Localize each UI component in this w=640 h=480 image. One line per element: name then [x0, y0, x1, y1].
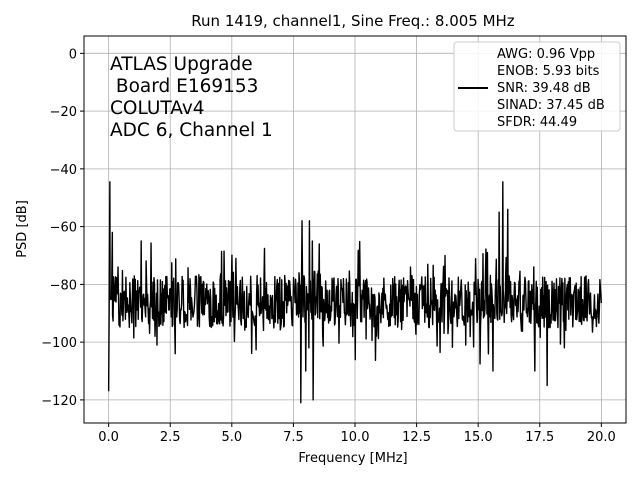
- chart-title: Run 1419, channel1, Sine Freq.: 8.005 MH…: [191, 12, 515, 30]
- legend-box: [453, 41, 621, 132]
- legend-entry: ENOB: 5.93 bits: [497, 64, 600, 79]
- y-tick-label: 0: [69, 47, 77, 62]
- annotation-line: COLUTAv4: [110, 98, 205, 119]
- x-tick-label: 7.5: [283, 430, 304, 445]
- legend-entry: AWG: 0.96 Vpp: [497, 47, 595, 62]
- x-tick-label: 5.0: [221, 430, 242, 445]
- legend-entry: SNR: 39.48 dB: [497, 81, 591, 96]
- x-tick-label: 0.0: [98, 430, 119, 445]
- psd-series-line: [107, 181, 603, 404]
- data-layer: [107, 181, 603, 404]
- x-tick-label: 12.5: [402, 430, 431, 445]
- x-tick-label: 10.0: [341, 430, 370, 445]
- legend: AWG: 0.96 Vpp ENOB: 5.93 bits SNR: 39.48…: [453, 41, 621, 132]
- annotation-line: ADC 6, Channel 1: [110, 120, 273, 141]
- annotation-block: ATLAS Upgrade Board E169153 COLUTAv4 ADC…: [110, 54, 273, 141]
- annotation-line: Board E169153: [110, 76, 258, 97]
- y-tick-label: −40: [50, 163, 77, 178]
- x-tick-label: 15.0: [464, 430, 493, 445]
- x-tick-label: 17.5: [525, 430, 554, 445]
- y-axis: 0 −20 −40 −60 −80 −100 −120: [41, 47, 84, 409]
- legend-entry: SINAD: 37.45 dB: [497, 98, 605, 113]
- x-tick-label: 20.0: [587, 430, 616, 445]
- y-tick-label: −60: [50, 221, 77, 236]
- y-tick-label: −100: [41, 336, 77, 351]
- x-tick-label: 2.5: [160, 430, 181, 445]
- y-tick-label: −20: [50, 105, 77, 120]
- y-tick-label: −120: [41, 394, 77, 409]
- legend-entry: SFDR: 44.49: [497, 115, 577, 130]
- x-axis-label: Frequency [MHz]: [298, 451, 407, 466]
- y-tick-label: −80: [50, 278, 77, 293]
- annotation-line: ATLAS Upgrade: [110, 54, 253, 75]
- x-axis: 0.0 2.5 5.0 7.5 10.0 12.5 15.0 17.5 20.0: [98, 423, 616, 445]
- y-axis-label: PSD [dB]: [15, 200, 30, 258]
